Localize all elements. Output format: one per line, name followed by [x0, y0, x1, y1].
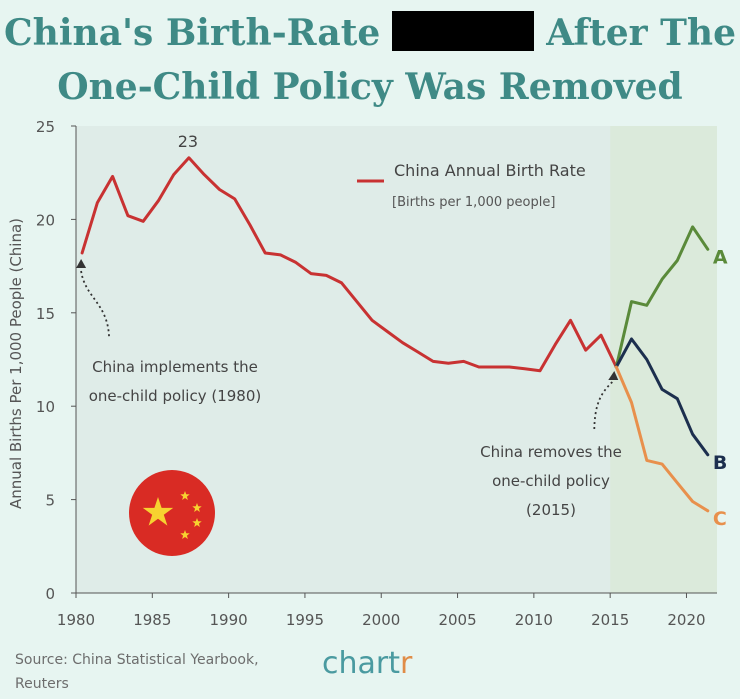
post-policy-shading [610, 126, 717, 593]
chartr-logo: chartr [322, 646, 413, 681]
flag-big-star [142, 497, 174, 526]
x-tick-label: 2005 [438, 611, 476, 629]
china-flag-icon [129, 470, 215, 556]
series-end-label: A [713, 246, 728, 268]
annotation-text-1980: one-child policy (1980) [89, 387, 262, 405]
y-tick-label: 10 [36, 398, 55, 416]
annotation-text-2015: China removes the [480, 443, 622, 461]
series-end-label: B [713, 452, 727, 474]
series-end-label: C [713, 508, 727, 530]
title-part-1: China's Birth-Rate [4, 12, 381, 54]
annotation-arrowhead-2015 [608, 370, 619, 380]
series-line-c [614, 365, 710, 513]
title-part-2: After The [546, 12, 736, 54]
annotation-arrow-2015 [593, 381, 613, 432]
peak-data-label: 23 [178, 132, 198, 151]
chart-title-line-2: One-Child Policy Was Removed [57, 66, 683, 108]
annotation-text-2015: (2015) [526, 501, 576, 519]
x-tick-label: 2020 [667, 611, 705, 629]
x-tick-label: 2010 [515, 611, 553, 629]
y-tick-label: 20 [36, 211, 55, 229]
source-note: Source: China Statistical Yearbook, Reute… [15, 652, 259, 692]
series-line-a [614, 225, 710, 369]
y-tick-label: 0 [45, 585, 55, 603]
annotation-text-2015: one-child policy [492, 472, 610, 490]
annotation-text-1980: China implements the [92, 358, 258, 376]
y-axis-label: Annual Births Per 1,000 People (China) [7, 218, 25, 509]
series-line-china-annual-birth-rate [80, 156, 618, 373]
y-tick-label: 5 [45, 492, 55, 510]
x-tick-label: 2000 [362, 611, 400, 629]
legend-sublabel: [Births per 1,000 people] [392, 195, 555, 210]
x-tick-label: 1985 [133, 611, 171, 629]
y-tick-label: 25 [36, 118, 55, 136]
chart-title-line-1: China's Birth-Rate After The [0, 10, 740, 56]
x-tick-label: 2015 [591, 611, 629, 629]
legend-label: China Annual Birth Rate [394, 161, 586, 180]
annotation-arrowhead-1980 [76, 259, 87, 269]
x-tick-label: 1990 [210, 611, 248, 629]
x-tick-label: 1995 [286, 611, 324, 629]
x-tick-label: 1980 [57, 611, 95, 629]
series-line-b [614, 337, 710, 457]
redaction-block [392, 11, 535, 51]
y-tick-label: 15 [36, 305, 55, 323]
